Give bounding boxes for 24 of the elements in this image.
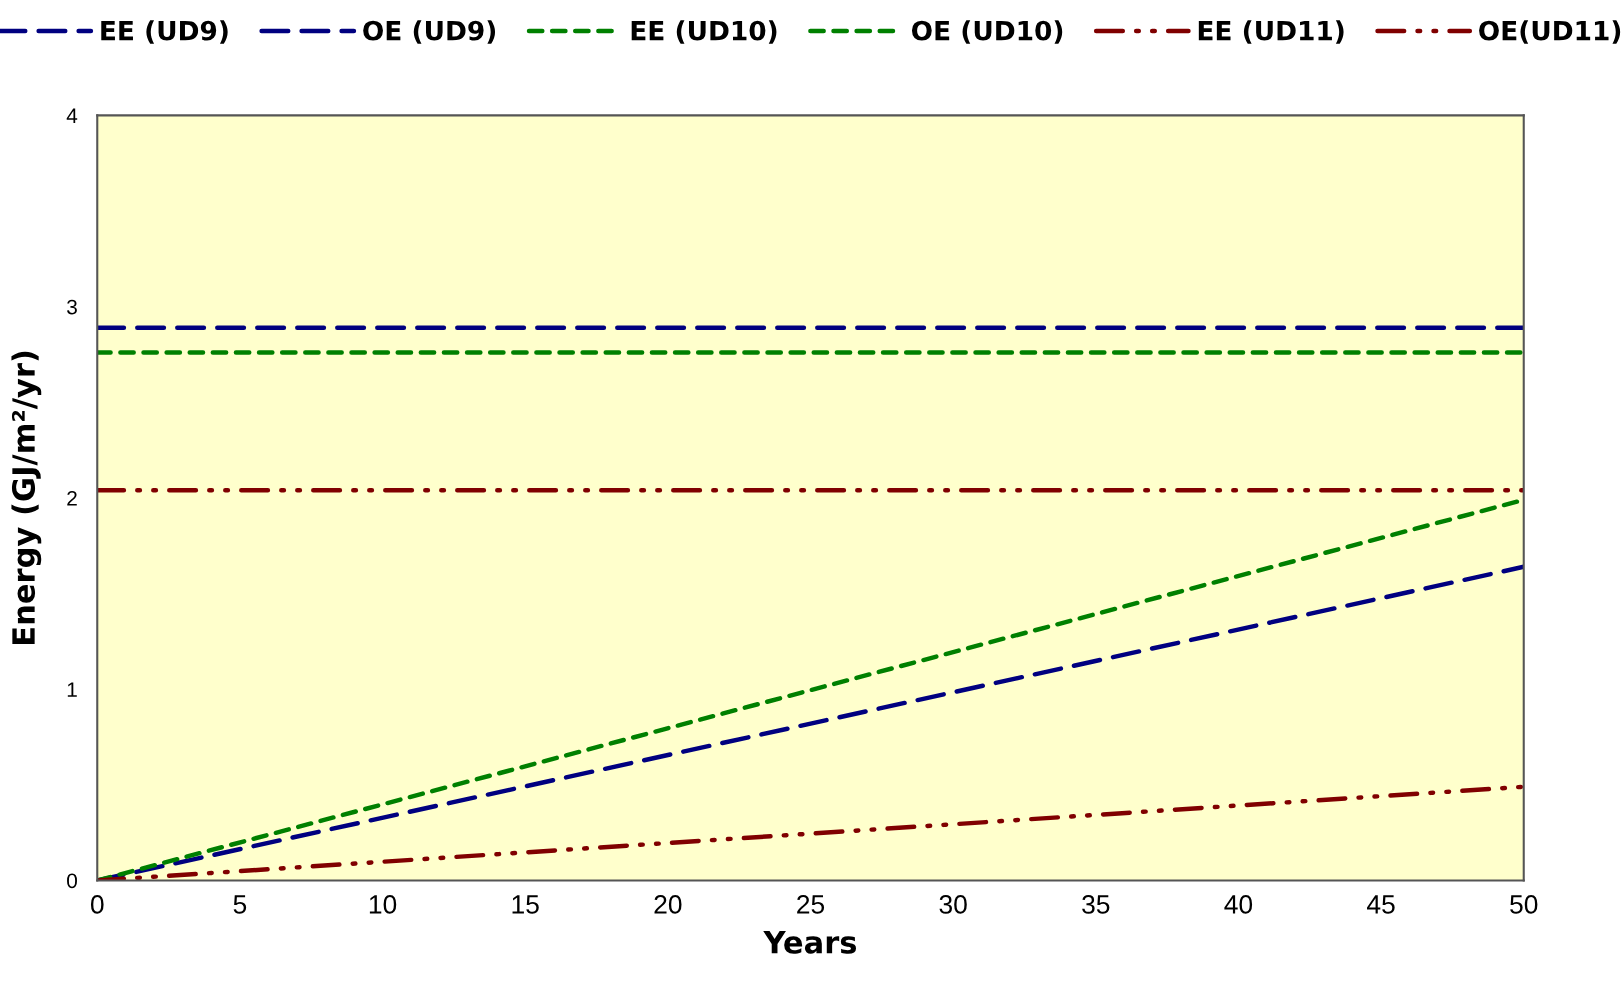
y-tick-label: 3 xyxy=(67,299,77,315)
legend-label: OE(UD11) xyxy=(1479,20,1621,44)
x-tick-label: 35 xyxy=(1082,895,1110,914)
x-tick-label: 10 xyxy=(369,895,397,914)
legend-label: OE (UD9) xyxy=(363,20,496,44)
x-tick-label: 20 xyxy=(654,895,682,914)
legend-label: OE (UD10) xyxy=(911,20,1063,44)
y-tick-label: 1 xyxy=(67,682,77,697)
x-tick-label: 0 xyxy=(90,895,104,914)
y-tick-label: 0 xyxy=(67,873,77,889)
x-tick-label: 40 xyxy=(1224,895,1253,914)
x-tick-label: 5 xyxy=(233,895,247,914)
legend-label: EE (UD11) xyxy=(1198,20,1344,44)
y-axis-title: Energy (GJ/m²/yr) xyxy=(11,351,42,644)
legend-label: EE (UD10) xyxy=(631,20,777,44)
x-tick-label: 45 xyxy=(1367,895,1395,914)
x-tick-label: 25 xyxy=(797,895,825,914)
x-tick-label: 50 xyxy=(1510,895,1538,914)
y-tick-label: 4 xyxy=(66,108,78,123)
x-axis-title: Years xyxy=(763,931,857,954)
y-tick-label: 2 xyxy=(67,490,77,506)
x-tick-label: 15 xyxy=(512,895,539,914)
x-tick-label: 30 xyxy=(939,895,967,914)
legend-label: EE (UD9) xyxy=(101,20,228,44)
